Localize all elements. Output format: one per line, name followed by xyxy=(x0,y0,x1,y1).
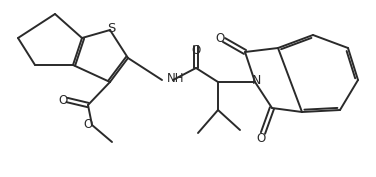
Text: O: O xyxy=(191,44,201,58)
Text: NH: NH xyxy=(167,73,185,85)
Text: O: O xyxy=(83,118,92,132)
Text: O: O xyxy=(215,33,224,45)
Text: O: O xyxy=(58,93,68,107)
Text: N: N xyxy=(251,75,261,87)
Text: S: S xyxy=(107,22,115,36)
Text: O: O xyxy=(256,132,265,144)
